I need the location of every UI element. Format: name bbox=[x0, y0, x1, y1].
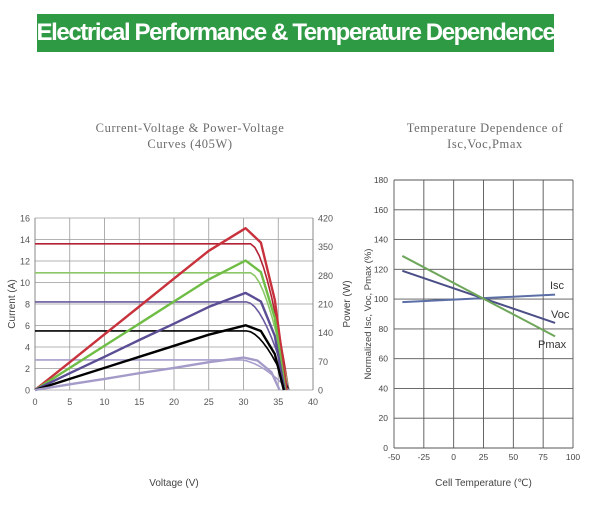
iv-y2tick-label: 140 bbox=[318, 328, 333, 338]
iv-ytick-label: 8 bbox=[25, 300, 30, 310]
iv-power-curve bbox=[34, 324, 285, 392]
temp-chart-title-line-1: Temperature Dependence of bbox=[406, 121, 564, 135]
temp-ytick-label: 60 bbox=[379, 354, 389, 364]
iv-y2tick-label: 350 bbox=[318, 242, 333, 252]
iv-y2tick-label: 420 bbox=[318, 214, 333, 224]
iv-xtick-label: 5 bbox=[67, 397, 72, 407]
temp-xtick-label: 75 bbox=[538, 452, 548, 462]
temp-ytick-label: 180 bbox=[374, 175, 388, 185]
iv-y2-axis-label: Power (W) bbox=[342, 280, 353, 327]
iv-chart-title-line-1: Current-Voltage & Power-Voltage bbox=[95, 121, 285, 135]
temp-x-axis-label: Cell Temperature (℃) bbox=[435, 478, 532, 489]
iv-ytick-label: 4 bbox=[25, 343, 30, 353]
iv-ytick-label: 10 bbox=[20, 278, 30, 288]
temp-series-label: Isc bbox=[550, 280, 565, 292]
iv-x-axis-label: Voltage (V) bbox=[149, 478, 198, 489]
temp-series-label: Pmax bbox=[538, 339, 567, 351]
iv-xtick-label: 35 bbox=[273, 397, 283, 407]
temp-series-line bbox=[402, 293, 556, 304]
iv-y2tick-label: 280 bbox=[318, 271, 333, 281]
iv-current-curve bbox=[35, 243, 290, 391]
temp-ytick-label: 140 bbox=[374, 235, 388, 245]
iv-y2tick-label: 70 bbox=[318, 357, 328, 367]
iv-xtick-label: 15 bbox=[134, 397, 144, 407]
iv-xtick-label: 10 bbox=[99, 397, 109, 407]
temp-ytick-label: 80 bbox=[379, 324, 389, 334]
temp-y-axis-label: Normalized Isc, Voc, Pmax (%) bbox=[363, 249, 374, 380]
iv-chart-title: Current-Voltage & Power-Voltage Curves (… bbox=[40, 120, 340, 152]
iv-current-curve bbox=[35, 271, 290, 391]
temp-ytick-label: 40 bbox=[379, 383, 389, 393]
temp-ytick-label: 120 bbox=[374, 264, 388, 274]
iv-current-curve bbox=[35, 301, 290, 391]
temp-xtick-label: 50 bbox=[509, 452, 519, 462]
iv-xtick-label: 40 bbox=[308, 397, 318, 407]
temp-ytick-label: 0 bbox=[383, 443, 388, 453]
iv-xtick-label: 20 bbox=[169, 397, 179, 407]
temp-xtick-label: -50 bbox=[388, 452, 401, 462]
iv-chart-title-line-2: Curves (405W) bbox=[147, 137, 233, 151]
iv-xtick-label: 0 bbox=[32, 397, 37, 407]
iv-ytick-label: 6 bbox=[25, 321, 30, 331]
temp-series-line bbox=[401, 255, 556, 338]
temp-ytick-label: 100 bbox=[374, 294, 388, 304]
temp-chart-title-line-2: Isc,Voc,Pmax bbox=[447, 137, 523, 151]
iv-ytick-label: 0 bbox=[25, 386, 30, 396]
iv-power-curve bbox=[34, 356, 281, 392]
temp-series-label: Voc bbox=[551, 309, 570, 321]
temp-chart-title: Temperature Dependence of Isc,Voc,Pmax bbox=[380, 120, 590, 152]
temp-xtick-label: -25 bbox=[418, 452, 431, 462]
temp-xtick-label: 25 bbox=[479, 452, 489, 462]
iv-ytick-label: 14 bbox=[20, 235, 30, 245]
iv-current-curve bbox=[35, 359, 290, 391]
iv-current-curve bbox=[35, 330, 290, 391]
iv-xtick-label: 30 bbox=[238, 397, 248, 407]
iv-power-curve bbox=[34, 291, 286, 392]
iv-y2tick-label: 210 bbox=[318, 300, 333, 310]
iv-power-curve bbox=[34, 259, 287, 392]
temp-ytick-label: 20 bbox=[379, 413, 389, 423]
iv-ytick-label: 12 bbox=[20, 257, 30, 267]
iv-power-curve bbox=[34, 226, 288, 391]
iv-y-axis-label: Current (A) bbox=[7, 279, 18, 328]
temp-xtick-label: 100 bbox=[566, 452, 580, 462]
iv-ytick-label: 16 bbox=[20, 214, 30, 224]
temp-ytick-label: 160 bbox=[374, 205, 388, 215]
iv-xtick-label: 25 bbox=[204, 397, 214, 407]
iv-ytick-label: 2 bbox=[25, 364, 30, 374]
iv-y2tick-label: 0 bbox=[318, 386, 323, 396]
temp-xtick-label: 0 bbox=[451, 452, 456, 462]
page-banner: Electrical Performance & Temperature Dep… bbox=[37, 14, 556, 52]
